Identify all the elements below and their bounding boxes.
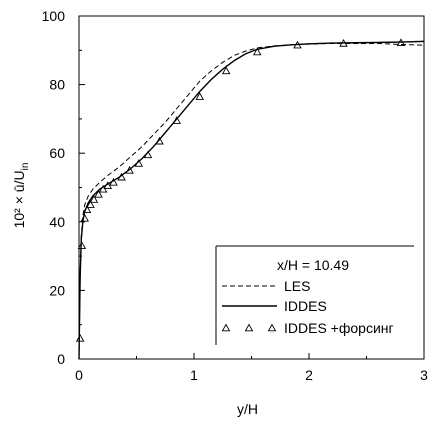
series-line bbox=[78, 42, 425, 360]
legend-triangle-marker bbox=[221, 323, 231, 332]
triangle-marker bbox=[75, 333, 85, 342]
triangle-marker bbox=[117, 172, 126, 181]
series-line bbox=[78, 40, 425, 360]
legend-label: IDDES +форсинг bbox=[284, 320, 394, 336]
x-tick-label: 0 bbox=[75, 367, 83, 383]
triangle-marker bbox=[86, 200, 95, 208]
x-axis-label: y/H bbox=[237, 401, 258, 417]
triangle-marker bbox=[252, 47, 262, 56]
y-tick-label: 100 bbox=[42, 8, 66, 24]
plot-area bbox=[75, 38, 425, 360]
triangle-marker bbox=[339, 39, 348, 47]
y-axis-label-main: 10² × ū/U bbox=[11, 170, 27, 228]
y-axis-label: 10² × ū/Uin bbox=[11, 163, 31, 229]
y-tick-label: 0 bbox=[57, 351, 65, 367]
legend-triangle-marker bbox=[244, 323, 254, 332]
series-0 bbox=[78, 42, 425, 360]
y-tick-label: 80 bbox=[49, 77, 65, 93]
legend-entry: IDDES +форсинг bbox=[221, 320, 394, 336]
triangle-marker bbox=[396, 38, 406, 47]
triangle-marker bbox=[293, 40, 302, 49]
triangle-marker bbox=[94, 189, 103, 198]
triangle-marker bbox=[221, 66, 231, 75]
legend-title: x/H = 10.49 bbox=[277, 257, 349, 273]
y-axis-label-subscript: in bbox=[20, 163, 31, 171]
triangle-marker bbox=[172, 116, 182, 124]
triangle-marker bbox=[134, 159, 144, 167]
plot-frame bbox=[78, 15, 425, 360]
legend-label: LES bbox=[284, 278, 310, 294]
legend-label: IDDES bbox=[284, 298, 327, 314]
series-2 bbox=[75, 38, 406, 342]
legend-entry: LES bbox=[222, 278, 310, 294]
triangle-marker bbox=[109, 177, 118, 186]
triangle-marker bbox=[82, 205, 92, 214]
y-tick-label: 60 bbox=[49, 145, 65, 161]
triangle-marker bbox=[77, 241, 87, 250]
x-tick-label: 2 bbox=[305, 367, 313, 383]
legend-entry: IDDES bbox=[222, 298, 327, 314]
legend: x/H = 10.49 LES IDDES IDDES +форсинг bbox=[215, 245, 414, 345]
y-tick-label: 20 bbox=[49, 282, 65, 298]
triangle-marker bbox=[143, 150, 153, 159]
legend-triangle-marker bbox=[267, 323, 277, 332]
triangle-marker bbox=[125, 165, 134, 174]
x-tick-label: 1 bbox=[190, 367, 198, 383]
axes: 0 1 2 3 0 20 40 60 80 100 bbox=[42, 8, 428, 383]
triangle-marker bbox=[80, 213, 90, 222]
y-tick-label: 40 bbox=[49, 214, 65, 230]
triangle-marker bbox=[155, 136, 164, 145]
triangle-marker bbox=[195, 92, 205, 100]
series-1 bbox=[78, 40, 425, 360]
x-tick-label: 3 bbox=[420, 367, 428, 383]
svg-text:10² × ū/Uin: 10² × ū/Uin bbox=[11, 163, 31, 229]
triangle-marker bbox=[89, 195, 99, 203]
